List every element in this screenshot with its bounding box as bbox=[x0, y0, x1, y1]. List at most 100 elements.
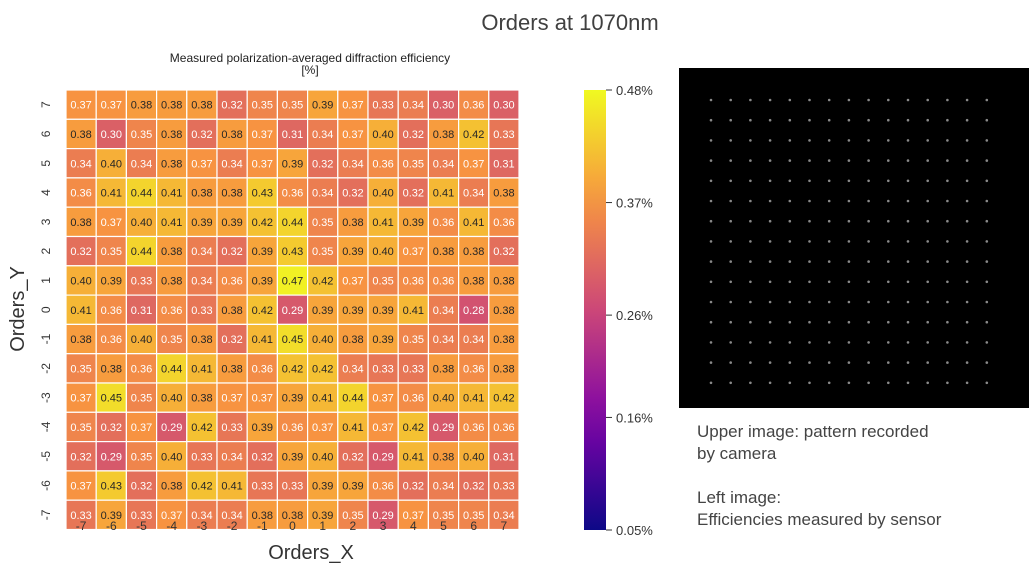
heatmap-cell bbox=[276, 206, 309, 238]
diffraction-spot bbox=[788, 240, 792, 243]
x-axis-label: Orders_X bbox=[268, 542, 354, 564]
diffraction-spot bbox=[926, 320, 929, 324]
diffraction-spot bbox=[946, 260, 949, 263]
heatmap-cell bbox=[427, 470, 460, 501]
cell-value-label: 0.38 bbox=[342, 217, 363, 229]
cell-value-label: 0.37 bbox=[70, 100, 91, 112]
heatmap-cell bbox=[65, 382, 97, 413]
diffraction-spot bbox=[827, 139, 831, 142]
cell-value-label: 0.35 bbox=[433, 510, 454, 522]
diffraction-spot bbox=[887, 341, 890, 344]
cell-value-label: 0.40 bbox=[101, 158, 122, 170]
cell-value-label: 0.37 bbox=[403, 246, 424, 258]
cell-value-label: 0.38 bbox=[221, 129, 242, 141]
cell-value-label: 0.34 bbox=[342, 158, 363, 170]
diffraction-spot bbox=[867, 280, 870, 284]
diffraction-spot bbox=[788, 118, 792, 122]
heatmap-cell bbox=[95, 177, 127, 208]
cell-value-label: 0.33 bbox=[372, 363, 393, 375]
x-tick-label: 4 bbox=[410, 519, 417, 533]
diffraction-spot bbox=[985, 260, 989, 263]
diffraction-spot bbox=[906, 260, 910, 263]
cell-value-label: 0.32 bbox=[70, 246, 91, 258]
y-tick-label: -2 bbox=[39, 363, 53, 374]
heatmap-cell bbox=[216, 499, 248, 531]
heatmap-cell bbox=[125, 265, 158, 296]
cell-value-label: 0.35 bbox=[282, 100, 303, 112]
heatmap-cell bbox=[65, 441, 97, 472]
diffraction-spot bbox=[808, 118, 811, 122]
diffraction-spot bbox=[768, 139, 772, 142]
diffraction-spot bbox=[946, 361, 949, 364]
cell-value-label: 0.34 bbox=[312, 129, 333, 141]
camera-note-line2: by camera bbox=[697, 444, 777, 463]
cell-value-label: 0.41 bbox=[433, 188, 454, 200]
heatmap-cell bbox=[307, 499, 339, 531]
cell-value-label: 0.38 bbox=[101, 363, 122, 375]
diffraction-spot bbox=[965, 159, 969, 162]
diffraction-spot bbox=[808, 219, 811, 223]
heatmap-cell bbox=[307, 470, 339, 501]
cell-value-label: 0.37 bbox=[101, 217, 122, 229]
diffraction-spot bbox=[788, 280, 792, 284]
y-tick-label: 2 bbox=[39, 247, 53, 254]
cell-value-label: 0.39 bbox=[312, 100, 333, 112]
diffraction-spot bbox=[847, 320, 851, 324]
heatmap-cell bbox=[488, 206, 520, 238]
diffraction-spot bbox=[867, 139, 870, 142]
heatmap-cell bbox=[458, 265, 490, 296]
cell-value-label: 0.32 bbox=[221, 334, 242, 346]
cell-value-label: 0.40 bbox=[433, 393, 454, 405]
cell-value-label: 0.38 bbox=[493, 363, 514, 375]
diffraction-spot bbox=[709, 118, 713, 122]
heatmap-cell bbox=[427, 265, 460, 296]
cell-value-label: 0.39 bbox=[282, 393, 303, 405]
cell-value-label: 0.39 bbox=[342, 305, 363, 317]
diffraction-spot bbox=[847, 199, 851, 203]
diffraction-spot bbox=[985, 320, 989, 324]
diffraction-spot bbox=[887, 179, 890, 183]
x-tick-label: -7 bbox=[76, 519, 87, 533]
cell-value-label: 0.38 bbox=[433, 363, 454, 375]
heatmap-cell bbox=[216, 265, 248, 296]
x-tick-label: 0 bbox=[289, 519, 296, 533]
heatmap-cell bbox=[216, 470, 248, 501]
x-tick-label: -2 bbox=[227, 519, 238, 533]
cell-value-label: 0.38 bbox=[191, 100, 212, 112]
cell-value-label: 0.34 bbox=[191, 510, 212, 522]
cell-value-label: 0.31 bbox=[493, 158, 514, 170]
diffraction-spot bbox=[729, 179, 732, 183]
diffraction-spot bbox=[729, 219, 732, 223]
heatmap-cell bbox=[65, 411, 97, 443]
cell-value-label: 0.38 bbox=[493, 305, 514, 317]
diffraction-spot bbox=[887, 118, 890, 122]
diffraction-spot bbox=[926, 139, 929, 142]
diffraction-spot bbox=[965, 240, 969, 243]
diffraction-spot bbox=[867, 118, 870, 122]
diffraction-spot bbox=[867, 361, 870, 364]
diffraction-spot bbox=[709, 179, 713, 183]
x-tick-label: 3 bbox=[380, 519, 387, 533]
diffraction-spot bbox=[887, 219, 890, 223]
cell-value-label: 0.41 bbox=[463, 393, 484, 405]
diffraction-spot bbox=[827, 260, 831, 263]
cell-value-label: 0.38 bbox=[252, 510, 273, 522]
cell-value-label: 0.35 bbox=[101, 246, 122, 258]
cell-value-label: 0.38 bbox=[191, 393, 212, 405]
cell-value-label: 0.34 bbox=[312, 188, 333, 200]
diffraction-spot bbox=[808, 240, 811, 243]
diffraction-spot bbox=[965, 98, 969, 102]
heatmap-cell bbox=[427, 294, 460, 326]
diffraction-spot bbox=[965, 199, 969, 203]
cell-value-label: 0.38 bbox=[70, 129, 91, 141]
diffraction-spot bbox=[867, 219, 870, 223]
cell-value-label: 0.34 bbox=[221, 451, 242, 463]
heatmap-cell bbox=[488, 470, 520, 501]
heatmap-cell bbox=[95, 353, 127, 384]
diffraction-spot bbox=[768, 260, 772, 263]
cell-value-label: 0.36 bbox=[101, 305, 122, 317]
cell-value-label: 0.34 bbox=[433, 158, 454, 170]
cell-value-label: 0.36 bbox=[221, 275, 242, 287]
heatmap-cell bbox=[186, 118, 218, 150]
